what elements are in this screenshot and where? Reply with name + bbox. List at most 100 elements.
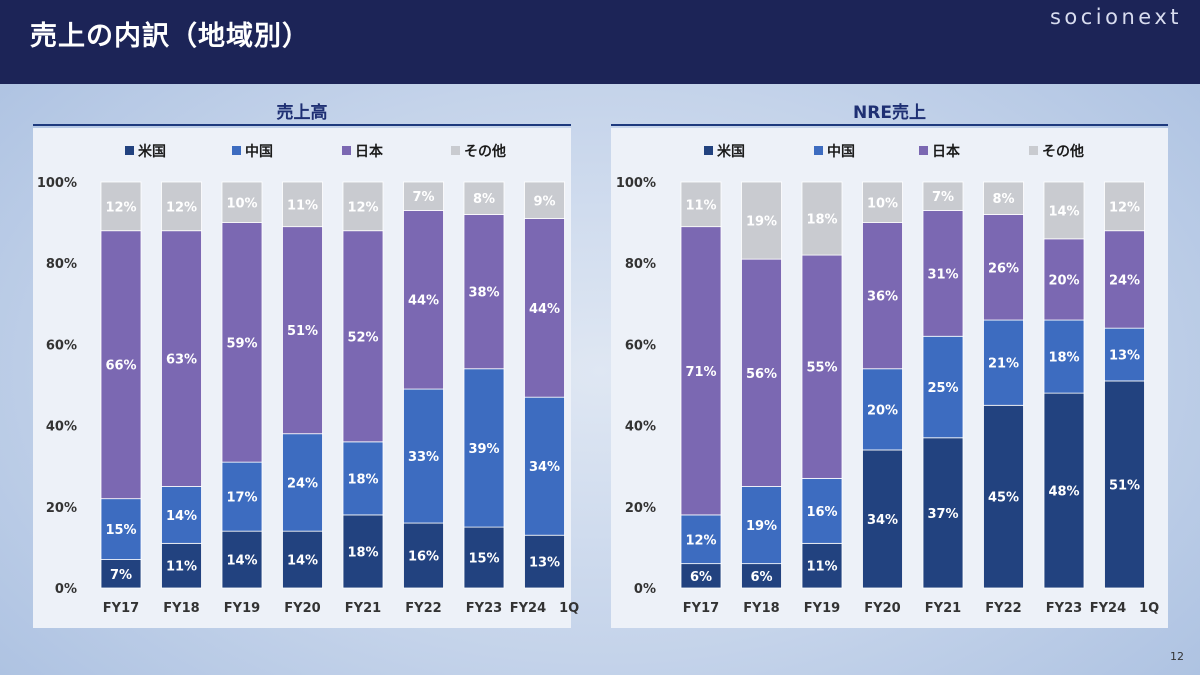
data-label: 18% [347, 472, 378, 487]
data-label: 51% [1109, 478, 1140, 493]
data-label: 15% [468, 552, 499, 567]
legend-label: その他 [464, 143, 506, 160]
bar-segment [524, 534, 565, 589]
data-label: 12% [685, 533, 716, 548]
data-label: 16% [806, 505, 837, 520]
bar-segment [524, 218, 565, 398]
x-tick-label: FY18 [743, 601, 779, 616]
data-label: 14% [166, 509, 197, 524]
data-label: 18% [806, 213, 837, 228]
x-tick-label: FY20 [284, 601, 320, 616]
bar-segment [524, 181, 565, 219]
x-tick-label: FY17 [683, 601, 719, 616]
x-tick-label: FY17 [103, 601, 139, 616]
data-label: 12% [347, 200, 378, 215]
data-label: 11% [287, 198, 318, 213]
legend-label: 日本 [932, 143, 961, 160]
data-label: 12% [166, 200, 197, 215]
legend-swatch [232, 146, 241, 155]
y-tick-label: 80% [625, 257, 656, 272]
bar-segment [221, 530, 263, 589]
y-tick-label: 40% [46, 420, 77, 435]
bar-segment [463, 368, 505, 528]
legend-label: 中国 [245, 143, 273, 160]
left-stacked-bar-chart: 米国 中国 日本 その他 0% 20% 40% 60% 80% 100% 7% 15% 66% 12% FY… [37, 143, 579, 616]
legend-swatch [125, 146, 134, 155]
bar-segment [100, 230, 142, 500]
y-tick-label: 100% [37, 176, 77, 191]
data-label: 55% [806, 361, 837, 376]
data-label: 9% [533, 194, 555, 209]
data-label: 13% [1109, 349, 1140, 364]
bar-segment [282, 226, 323, 435]
data-label: 34% [867, 513, 898, 528]
data-label: 17% [226, 491, 257, 506]
bar-segment [403, 210, 444, 390]
bar-segment [1104, 327, 1145, 382]
legend-swatch [814, 146, 823, 155]
x-tick-label: FY23 [1046, 601, 1082, 616]
bar-segment [862, 449, 903, 589]
y-tick-label: 60% [46, 338, 77, 353]
x-tick-label: FY21 [345, 601, 381, 616]
data-label: 8% [473, 192, 495, 207]
data-label: 52% [347, 330, 378, 345]
bar-segment [282, 433, 323, 532]
x-tick-label: FY19 [224, 601, 260, 616]
bar-segment [403, 181, 444, 211]
x-tick-label: FY21 [925, 601, 961, 616]
x-tick-label: FY22 [405, 601, 441, 616]
data-label: 16% [408, 550, 439, 565]
left-title-rule [33, 124, 571, 126]
legend-label: 日本 [355, 143, 384, 160]
bar-segment [983, 214, 1024, 321]
y-tick-label: 20% [46, 501, 77, 516]
y-tick-label: 60% [625, 338, 656, 353]
legend-swatch [342, 146, 351, 155]
bar-segment [221, 222, 263, 463]
right-title-rule [611, 124, 1168, 126]
bar-segment [463, 181, 505, 215]
data-label: 11% [166, 560, 197, 575]
data-label: 6% [750, 570, 772, 585]
bar-segment [161, 230, 202, 487]
data-label: 12% [105, 200, 136, 215]
bar-segment [801, 181, 843, 256]
x-tick-label: FY20 [864, 601, 900, 616]
legend-label: その他 [1042, 143, 1084, 160]
data-label: 20% [867, 403, 898, 418]
data-label: 8% [992, 192, 1014, 207]
legend-swatch [451, 146, 460, 155]
data-label: 10% [226, 196, 257, 211]
x-tick-label: FY23 [466, 601, 502, 616]
data-label: 14% [1048, 204, 1079, 219]
y-tick-label: 0% [634, 582, 656, 597]
y-tick-label: 100% [616, 176, 656, 191]
data-label: 14% [226, 554, 257, 569]
data-label: 11% [806, 560, 837, 575]
legend-swatch [919, 146, 928, 155]
bar-segment [983, 404, 1024, 589]
bar-segment [161, 181, 202, 232]
bar-segment [680, 226, 722, 516]
legend-label: 米国 [138, 143, 166, 160]
bar-segment [342, 514, 384, 589]
data-label: 18% [1048, 351, 1079, 366]
bar-segment [1104, 230, 1145, 329]
header-bar: 売上の内訳（地域別） socionext [0, 0, 1200, 84]
bar-segment [922, 181, 964, 211]
legend-swatch [704, 146, 713, 155]
bar-segment [680, 181, 722, 228]
y-tick-label: 80% [46, 257, 77, 272]
bar-segment [282, 530, 323, 589]
bar-segment [922, 437, 964, 589]
data-label: 59% [226, 336, 257, 351]
data-label: 26% [988, 261, 1019, 276]
data-label: 19% [746, 215, 777, 230]
bar-segment [342, 181, 384, 232]
bar-segment [862, 222, 903, 370]
data-label: 66% [105, 359, 136, 374]
bar-segment [801, 254, 843, 479]
data-label: 33% [408, 450, 439, 465]
right-stacked-bar-chart: 米国 中国 日本 その他 0% 20% 40% 60% 80% 100% 6% 12% 71% 11% FY… [616, 143, 1159, 616]
